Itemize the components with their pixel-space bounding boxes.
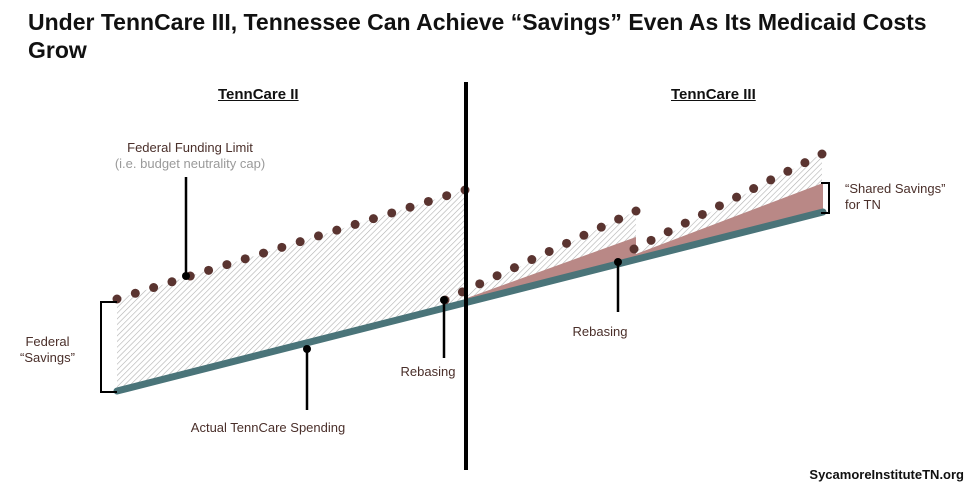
funding-limit-dot <box>800 158 810 168</box>
funding-limit-dot <box>562 238 572 248</box>
federal-savings-area <box>117 190 465 391</box>
funding-limit-dot <box>714 201 724 211</box>
source-credit: SycamoreInstituteTN.org <box>809 467 964 482</box>
federal-savings-label-1: Federal <box>25 334 70 349</box>
funding-limit-dot <box>646 235 656 245</box>
funding-limit-dot <box>596 222 606 232</box>
funding-limit-dot <box>277 242 287 252</box>
funding-limit-dot <box>368 214 378 224</box>
funding-limit-dot <box>149 283 159 293</box>
funding-limit-dot <box>332 225 342 235</box>
funding-limit-dot <box>423 196 433 206</box>
funding-limit-dot <box>629 244 639 254</box>
funding-limit-dot <box>492 271 502 281</box>
actual-spending-line <box>113 208 827 395</box>
funding-limit-dot <box>387 208 397 218</box>
funding-limit-sublabel: (i.e. budget neutrality cap) <box>114 156 266 171</box>
funding-limit-dot <box>527 255 537 265</box>
funding-limit-dot <box>475 279 485 289</box>
funding-limit-dot <box>697 209 707 219</box>
funding-limit-label: Federal Funding Limit <box>127 140 253 155</box>
section-tenncare-iii: TennCare III <box>671 86 756 103</box>
shared-savings-area-3 <box>636 183 823 259</box>
shared-savings-bracket <box>821 182 830 214</box>
shared-savings-label-2: for TN <box>845 197 881 212</box>
funding-limit-dot <box>631 206 641 216</box>
funding-limit-dot <box>405 202 415 212</box>
shared-savings-label-1: “Shared Savings” <box>845 181 946 196</box>
federal-savings-bracket <box>100 301 117 393</box>
funding-limit-dot <box>167 277 177 287</box>
cap-gap-area-2 <box>467 211 636 302</box>
page-title: Under TennCare III, Tennessee Can Achiev… <box>28 9 927 63</box>
funding-limit-dot <box>509 263 519 273</box>
funding-limit-dot <box>259 248 269 258</box>
funding-limit-dot <box>442 191 452 201</box>
funding-limit-dot <box>749 184 759 194</box>
funding-limit-dot <box>663 227 673 237</box>
funding-limit-dot <box>544 246 554 256</box>
funding-limit-dot <box>295 237 305 247</box>
funding-limit-dot <box>732 192 742 202</box>
section-tenncare-ii: TennCare II <box>218 86 299 103</box>
funding-limit-dot <box>783 166 793 176</box>
funding-limit-dot <box>130 288 140 298</box>
funding-limit-dot <box>817 149 827 159</box>
funding-limit-dot <box>222 260 232 270</box>
actual-spending-label: Actual TennCare Spending <box>190 420 346 435</box>
funding-limit-dot <box>204 265 214 275</box>
funding-limit-dot <box>766 175 776 185</box>
federal-savings-label-2: “Savings” <box>20 350 75 365</box>
shared-savings-area-2 <box>467 237 636 302</box>
cap-gap-area-3 <box>636 154 822 259</box>
period-divider <box>464 82 468 470</box>
funding-limit-dot <box>579 230 589 240</box>
funding-limit-dot <box>313 231 323 241</box>
funding-limit-dot <box>240 254 250 264</box>
funding-limit-dot <box>350 219 360 229</box>
funding-limit-dot <box>680 218 690 228</box>
funding-limit-dot <box>614 214 624 224</box>
rebasing-label-1: Rebasing <box>400 364 456 379</box>
rebasing-label-2: Rebasing <box>572 324 628 339</box>
